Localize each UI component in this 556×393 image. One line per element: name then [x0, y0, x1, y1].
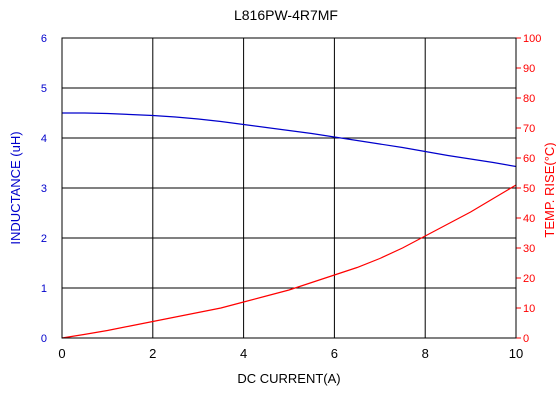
- y-right-tick-label: 0: [523, 333, 529, 345]
- x-tick-label: 4: [240, 346, 247, 361]
- y-left-tick-label: 2: [41, 233, 47, 245]
- y-left-tick-label: 3: [41, 183, 47, 195]
- y-right-tick-label: 60: [523, 153, 535, 165]
- y-right-tick-label: 70: [523, 123, 535, 135]
- inductance-line: [62, 112, 517, 168]
- y-axis-label-left: INDUCTANCE (uH): [8, 131, 23, 244]
- y-right-tick-label: 40: [523, 213, 535, 225]
- x-tick-label: 2: [149, 346, 156, 361]
- temp-rise-line: [61, 184, 517, 339]
- y-left-tick-label: 4: [41, 133, 47, 145]
- x-tick-label: 6: [331, 346, 338, 361]
- series-lines: [61, 112, 517, 339]
- y-left-tick-label: 5: [41, 83, 47, 95]
- x-tick-label: 0: [58, 346, 65, 361]
- y-right-tick-label: 20: [523, 273, 535, 285]
- x-axis-label: DC CURRENT(A): [237, 371, 340, 386]
- x-tick-label: 10: [509, 346, 523, 361]
- y-right-tick-label: 90: [523, 63, 535, 75]
- y-right-tick-label: 100: [523, 33, 541, 45]
- grid-lines: [62, 38, 516, 338]
- x-tick-label: 8: [422, 346, 429, 361]
- chart-title: L816PW-4R7MF: [234, 7, 338, 23]
- plot-frame: [61, 37, 517, 339]
- y-right-tick-label: 50: [523, 183, 535, 195]
- y-left-tick-label: 6: [41, 33, 47, 45]
- y-right-tick-label: 80: [523, 93, 535, 105]
- y-right-tick-label: 10: [523, 303, 535, 315]
- y-left-tick-label: 0: [41, 333, 47, 345]
- y-left-tick-label: 1: [41, 283, 47, 295]
- y-axis-label-right: TEMP. RISE(°C): [542, 142, 556, 237]
- y-right-tick-label: 30: [523, 243, 535, 255]
